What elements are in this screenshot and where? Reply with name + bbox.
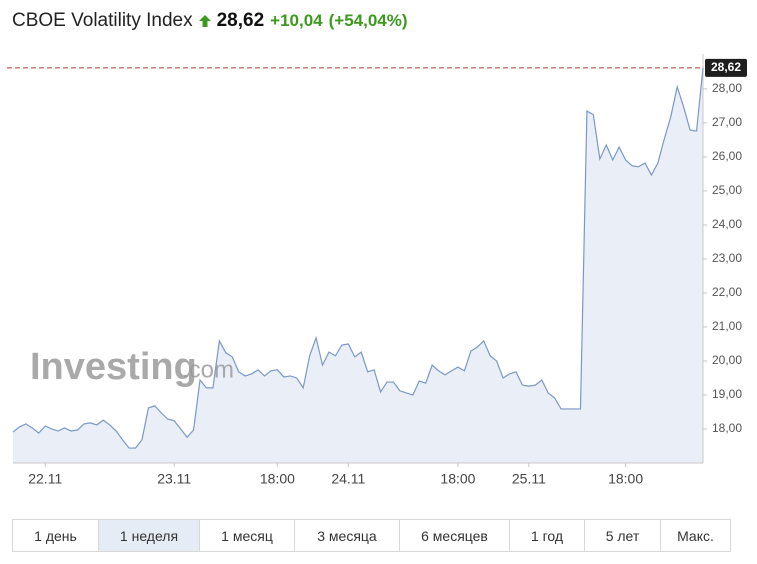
x-tick-label: 23.11 xyxy=(157,471,191,487)
y-tick-label: 23,00 xyxy=(712,251,742,265)
range-button[interactable]: 5 лет xyxy=(585,520,661,551)
x-tick-label: 18:00 xyxy=(608,471,643,487)
range-button[interactable]: 6 месяцев xyxy=(400,520,510,551)
y-tick-label: 21,00 xyxy=(712,319,742,333)
x-tick-label: 18:00 xyxy=(260,471,295,487)
title: CBOE Volatility Index xyxy=(12,10,193,31)
watermark: Investing xyxy=(30,346,197,388)
x-tick-label: 25.11 xyxy=(512,471,546,487)
y-tick-label: 22,00 xyxy=(712,285,742,299)
area xyxy=(13,67,703,463)
watermark-suffix: .com xyxy=(182,356,234,383)
y-tick-label: 24,00 xyxy=(712,217,742,231)
change: +10,04 xyxy=(270,11,323,30)
y-tick-label: 26,00 xyxy=(712,149,742,163)
range-button[interactable]: 1 год xyxy=(510,520,585,551)
y-tick-label: 18,00 xyxy=(712,421,742,435)
price-label: 28,62 xyxy=(711,60,741,74)
y-tick-label: 20,00 xyxy=(712,353,742,367)
y-tick-label: 28,00 xyxy=(712,81,742,95)
x-tick-label: 24.11 xyxy=(331,471,365,487)
range-button[interactable]: 1 месяц xyxy=(200,520,295,551)
change-percent: (+54,04%) xyxy=(328,11,408,30)
x-tick-label: 22.11 xyxy=(28,471,62,487)
price-label-box xyxy=(705,58,747,77)
range-button[interactable]: 1 день xyxy=(13,520,99,551)
x-tick-label: 18:00 xyxy=(440,471,475,487)
y-tick-label: 25,00 xyxy=(712,183,742,197)
range-button[interactable]: Макс. xyxy=(677,527,714,544)
header: CBOE Volatility Index 28,62 +10,04 (+54,… xyxy=(12,10,408,32)
range-button[interactable]: 1 неделя xyxy=(99,520,200,551)
range-buttons: 1 день 1 неделя 1 месяц 3 месяца 6 месяцев 1 … xyxy=(12,519,731,552)
chart: Investing .com 18,00 19,00 20,00 21,00 22,00… xyxy=(7,54,747,487)
price: 28,62 xyxy=(216,10,265,31)
up-arrow xyxy=(198,15,211,27)
y-tick-label: 19,00 xyxy=(712,387,742,401)
line xyxy=(12,67,704,449)
y-tick-label: 27,00 xyxy=(712,115,742,129)
range-button[interactable]: 3 месяца xyxy=(295,520,400,551)
